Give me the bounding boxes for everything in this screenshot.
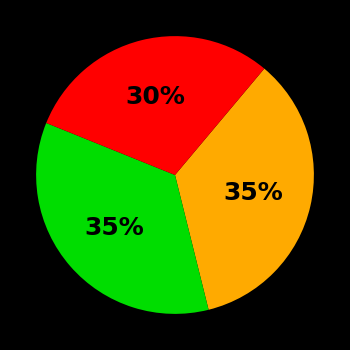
Wedge shape bbox=[175, 69, 314, 310]
Text: 35%: 35% bbox=[84, 216, 144, 240]
Text: 35%: 35% bbox=[224, 181, 284, 205]
Text: 30%: 30% bbox=[126, 85, 186, 109]
Wedge shape bbox=[46, 36, 264, 175]
Wedge shape bbox=[36, 123, 209, 314]
